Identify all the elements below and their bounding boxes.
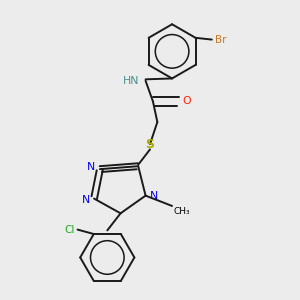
Text: N: N <box>87 162 95 172</box>
Text: Cl: Cl <box>64 225 75 235</box>
Text: HN: HN <box>123 76 140 86</box>
Text: CH₃: CH₃ <box>174 207 190 216</box>
Text: O: O <box>182 96 191 106</box>
Text: Br: Br <box>215 34 226 45</box>
Text: N: N <box>81 195 90 205</box>
Text: S: S <box>146 138 154 151</box>
Text: N: N <box>150 190 158 201</box>
